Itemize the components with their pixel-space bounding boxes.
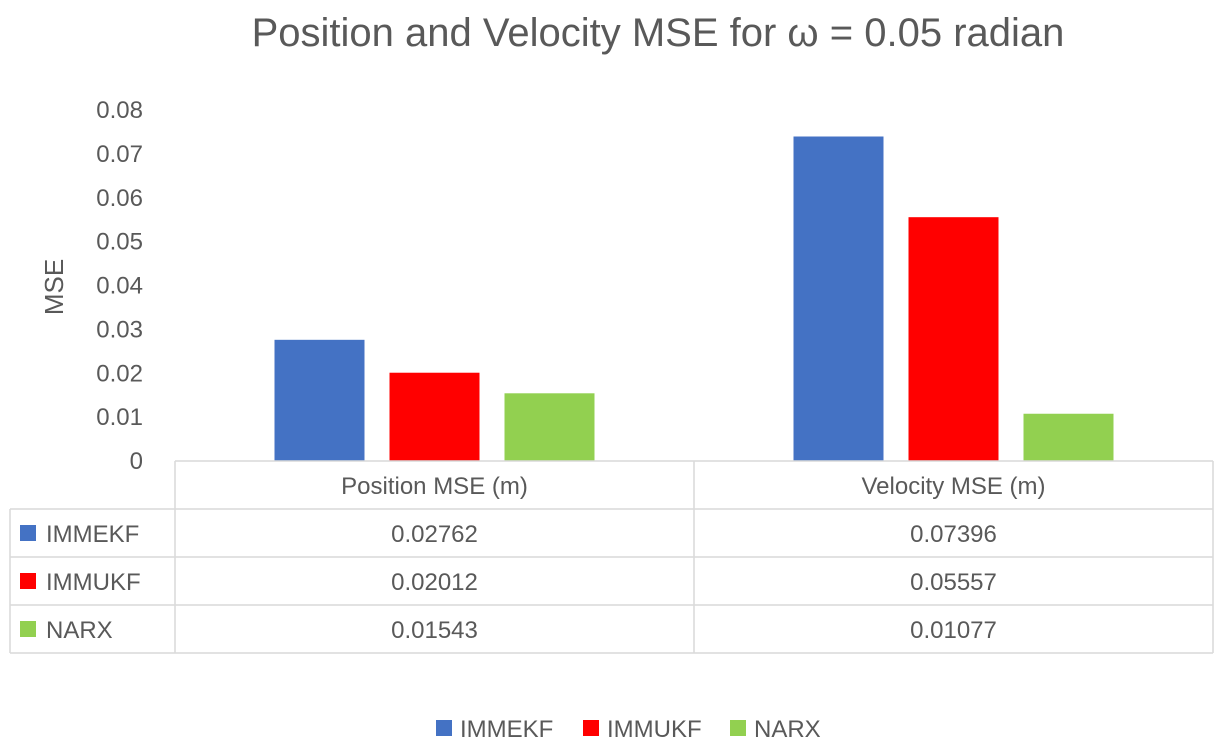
y-axis-label: MSE: [39, 259, 69, 315]
bar-narx: [1023, 413, 1114, 461]
y-axis-ticks: 0 0.01 0.02 0.03 0.04 0.05 0.06 0.07 0.08: [96, 97, 143, 475]
legend-label: NARX: [754, 716, 821, 743]
table-value: 0.01543: [391, 617, 478, 644]
bar-narx: [504, 393, 595, 461]
y-tick-label: 0.02: [96, 360, 143, 387]
y-tick-label: 0.05: [96, 229, 143, 256]
y-tick-label: 0.08: [96, 97, 143, 124]
y-tick-label: 0.01: [96, 404, 143, 431]
x-category-label: Velocity MSE (m): [861, 473, 1045, 500]
bar-immukf: [389, 372, 480, 461]
table-value: 0.02762: [391, 521, 478, 548]
bar-immukf: [908, 217, 999, 461]
table-series-name: IMMEKF: [46, 521, 139, 548]
y-tick-label: 0.03: [96, 316, 143, 343]
legend-swatch-immekf: [436, 720, 452, 736]
bars: [274, 136, 1114, 462]
bar-immekf: [793, 136, 884, 462]
table-value: 0.07396: [910, 521, 997, 548]
legend-label: IMMUKF: [607, 716, 702, 743]
table-value: 0.05557: [910, 569, 997, 596]
legend-swatch-narx: [730, 720, 746, 736]
legend-label: IMMEKF: [460, 716, 553, 743]
y-tick-label: 0.06: [96, 185, 143, 212]
chart-title: Position and Velocity MSE for ω = 0.05 r…: [252, 11, 1065, 55]
table-series-name: NARX: [46, 617, 113, 644]
data-table: Position MSE (m) Velocity MSE (m) IMMEKF 0.…: [9, 460, 1214, 654]
table-series-name: IMMUKF: [46, 569, 141, 596]
table-swatch-immukf: [20, 573, 36, 589]
table-swatch-immekf: [20, 525, 36, 541]
table-value: 0.01077: [910, 617, 997, 644]
legend-swatch-immukf: [583, 720, 599, 736]
x-category-label: Position MSE (m): [341, 473, 528, 500]
table-value: 0.02012: [391, 569, 478, 596]
legend: IMMEKF IMMUKF NARX: [436, 716, 821, 743]
y-tick-label: 0: [130, 448, 143, 475]
table-swatch-narx: [20, 621, 36, 637]
y-tick-label: 0.07: [96, 141, 143, 168]
y-tick-label: 0.04: [96, 273, 143, 300]
bar-immekf: [274, 339, 365, 461]
